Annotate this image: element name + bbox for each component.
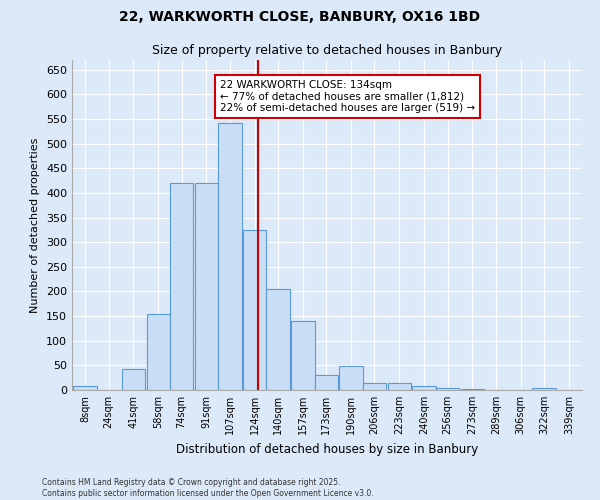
Text: Contains HM Land Registry data © Crown copyright and database right 2025.
Contai: Contains HM Land Registry data © Crown c… — [42, 478, 374, 498]
Bar — [436, 388, 459, 390]
Bar — [266, 289, 290, 390]
Text: 22 WARKWORTH CLOSE: 134sqm
← 77% of detached houses are smaller (1,812)
22% of s: 22 WARKWORTH CLOSE: 134sqm ← 77% of deta… — [220, 80, 475, 113]
Bar — [314, 375, 338, 390]
Bar — [388, 382, 411, 390]
Bar — [170, 183, 193, 390]
Bar — [243, 230, 266, 390]
Bar — [146, 314, 170, 390]
X-axis label: Distribution of detached houses by size in Banbury: Distribution of detached houses by size … — [176, 442, 478, 456]
Bar — [461, 389, 484, 390]
Y-axis label: Number of detached properties: Number of detached properties — [31, 138, 40, 312]
Bar — [532, 388, 556, 390]
Bar — [122, 370, 145, 390]
Bar — [218, 123, 242, 390]
Text: 22, WARKWORTH CLOSE, BANBURY, OX16 1BD: 22, WARKWORTH CLOSE, BANBURY, OX16 1BD — [119, 10, 481, 24]
Bar — [363, 382, 386, 390]
Bar — [73, 386, 97, 390]
Bar — [412, 386, 436, 390]
Bar — [195, 183, 218, 390]
Bar — [291, 321, 314, 390]
Title: Size of property relative to detached houses in Banbury: Size of property relative to detached ho… — [152, 44, 502, 58]
Bar — [340, 366, 363, 390]
